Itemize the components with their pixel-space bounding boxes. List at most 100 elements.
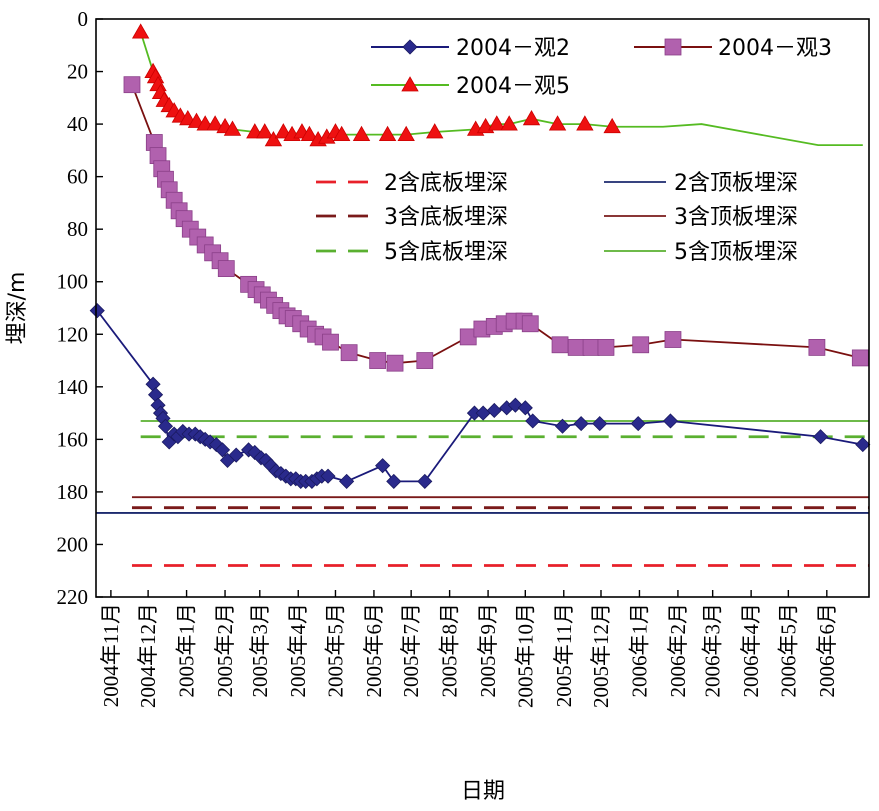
data-point — [582, 339, 600, 356]
legend-box — [363, 26, 863, 103]
x-tick-label: 2005年1月 — [175, 603, 199, 698]
data-point — [123, 76, 141, 94]
x-tick-label: 2005年5月 — [323, 603, 347, 698]
data-point — [603, 117, 621, 134]
y-tick-label: 160 — [57, 427, 89, 451]
data-point — [632, 336, 650, 354]
x-axis: 2004年11月 2004年12月 2005年1月 2005年2月 2005年3月 200… — [99, 590, 839, 708]
data-point — [486, 402, 502, 419]
legend-label: 2004－观3 — [718, 36, 832, 61]
data-point — [488, 115, 506, 131]
data-point — [573, 416, 589, 432]
x-tick-label: 2005年3月 — [248, 603, 272, 698]
x-tick-label: 2005年2月 — [213, 603, 237, 698]
x-tick-label: 2004年11月 — [99, 603, 123, 707]
legend-label: 3含底板埋深 — [384, 205, 508, 230]
y-axis: 0 20 40 60 80 100 120 140 160 180 200 220 — [57, 7, 103, 609]
data-point — [567, 339, 585, 356]
data-point — [340, 344, 358, 362]
y-tick-label: 0 — [78, 7, 89, 31]
y-axis-title: 埋深/m — [5, 272, 30, 345]
x-axis-title: 日期 — [461, 779, 505, 804]
data-point — [206, 115, 224, 131]
legend-label: 5含顶板埋深 — [674, 240, 798, 265]
data-point — [352, 125, 371, 142]
y-tick-label: 80 — [67, 217, 88, 241]
legend-label: 2含顶板埋深 — [674, 171, 798, 196]
data-point — [630, 416, 646, 432]
data-point — [147, 387, 164, 403]
data-point — [264, 131, 283, 147]
data-point — [851, 349, 869, 367]
data-point — [517, 400, 533, 416]
x-tick-label: 2006年5月 — [776, 603, 800, 698]
data-point — [401, 76, 419, 92]
data-point — [554, 418, 571, 434]
y-tick-label: 200 — [57, 532, 89, 556]
x-tick-label: 2006年2月 — [666, 603, 690, 698]
legend-box — [305, 163, 863, 275]
data-point — [322, 333, 339, 351]
legend: 2004－观2 2004－观3 2004－观5 2含底板埋深 2含顶板埋深 3含底板埋深 3… — [305, 26, 863, 275]
legend-label: 3含顶板埋深 — [674, 205, 798, 230]
data-point — [214, 442, 231, 458]
markers — [89, 23, 871, 489]
y-tick-label: 100 — [57, 270, 89, 294]
y-tick-label: 140 — [57, 375, 89, 399]
data-point — [375, 458, 391, 474]
data-point — [417, 473, 433, 489]
x-tick-label: 2006年6月 — [815, 603, 839, 698]
data-point — [397, 125, 415, 142]
x-tick-label: 2005年9月 — [476, 603, 500, 698]
data-point — [300, 125, 319, 142]
data-point — [426, 123, 444, 139]
data-point — [416, 352, 434, 369]
data-point — [855, 437, 871, 453]
data-point — [386, 473, 402, 489]
data-point — [145, 376, 161, 392]
legend-label: 5含底板埋深 — [384, 240, 508, 265]
data-point — [597, 339, 615, 356]
x-tick-label: 2006年3月 — [701, 603, 725, 698]
x-tick-label: 2005年4月 — [286, 603, 310, 698]
x-tick-label: 2006年1月 — [627, 603, 651, 698]
reference-lines — [96, 420, 869, 567]
x-tick-label: 2005年11月 — [552, 603, 576, 707]
plot-area — [95, 18, 870, 598]
data-point — [386, 354, 404, 372]
data-point — [332, 125, 351, 142]
data-point — [320, 468, 336, 484]
data-point — [402, 39, 418, 55]
y-tick-label: 120 — [57, 322, 89, 346]
data-point — [500, 115, 518, 131]
y-tick-label: 40 — [67, 112, 88, 136]
data-point — [369, 352, 387, 369]
data-point — [228, 447, 244, 463]
data-point — [664, 331, 682, 348]
data-point — [522, 110, 541, 126]
data-point — [576, 115, 594, 131]
data-point — [548, 115, 567, 131]
data-point — [157, 418, 174, 434]
x-tick-label: 2004年12月 — [136, 603, 160, 708]
data-point — [551, 336, 569, 354]
data-point — [378, 125, 397, 142]
data-point — [592, 416, 608, 432]
data-point — [223, 120, 242, 136]
data-point — [813, 429, 829, 445]
data-point — [521, 315, 539, 333]
data-point — [475, 405, 491, 421]
x-tick-label: 2006年4月 — [739, 603, 763, 698]
data-point — [664, 38, 682, 56]
y-tick-label: 20 — [67, 60, 88, 84]
data-point — [131, 23, 150, 39]
legend-label: 2含底板埋深 — [384, 171, 508, 196]
x-tick-label: 2005年6月 — [362, 603, 386, 698]
data-point — [89, 303, 105, 319]
data-point — [662, 413, 679, 429]
legend-label: 2004－观5 — [456, 74, 570, 99]
y-tick-label: 60 — [67, 165, 88, 189]
data-point — [808, 339, 826, 356]
data-point — [525, 413, 541, 429]
